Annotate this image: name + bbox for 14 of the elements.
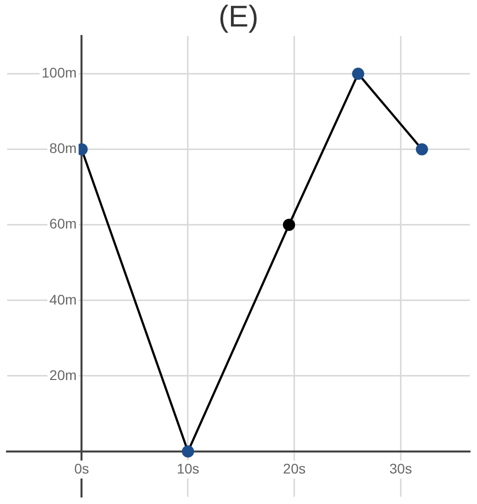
x-tick-label: 30s	[389, 460, 412, 476]
x-tick-label: 0s	[74, 460, 90, 476]
point	[282, 218, 296, 231]
y-tick-label: 40m	[49, 291, 77, 308]
y-tick-label: 20m	[49, 366, 77, 383]
x-tick-label: 20s	[283, 460, 306, 476]
y-tick-label: 80m	[49, 140, 77, 156]
point	[352, 68, 364, 80]
x-tick-label: 10s	[176, 460, 200, 476]
point	[416, 143, 428, 156]
chart-title: (E)	[218, 0, 258, 34]
y-tick-label: 100m	[42, 64, 77, 81]
point	[182, 445, 194, 458]
y-tick-label: 60m	[49, 216, 77, 232]
